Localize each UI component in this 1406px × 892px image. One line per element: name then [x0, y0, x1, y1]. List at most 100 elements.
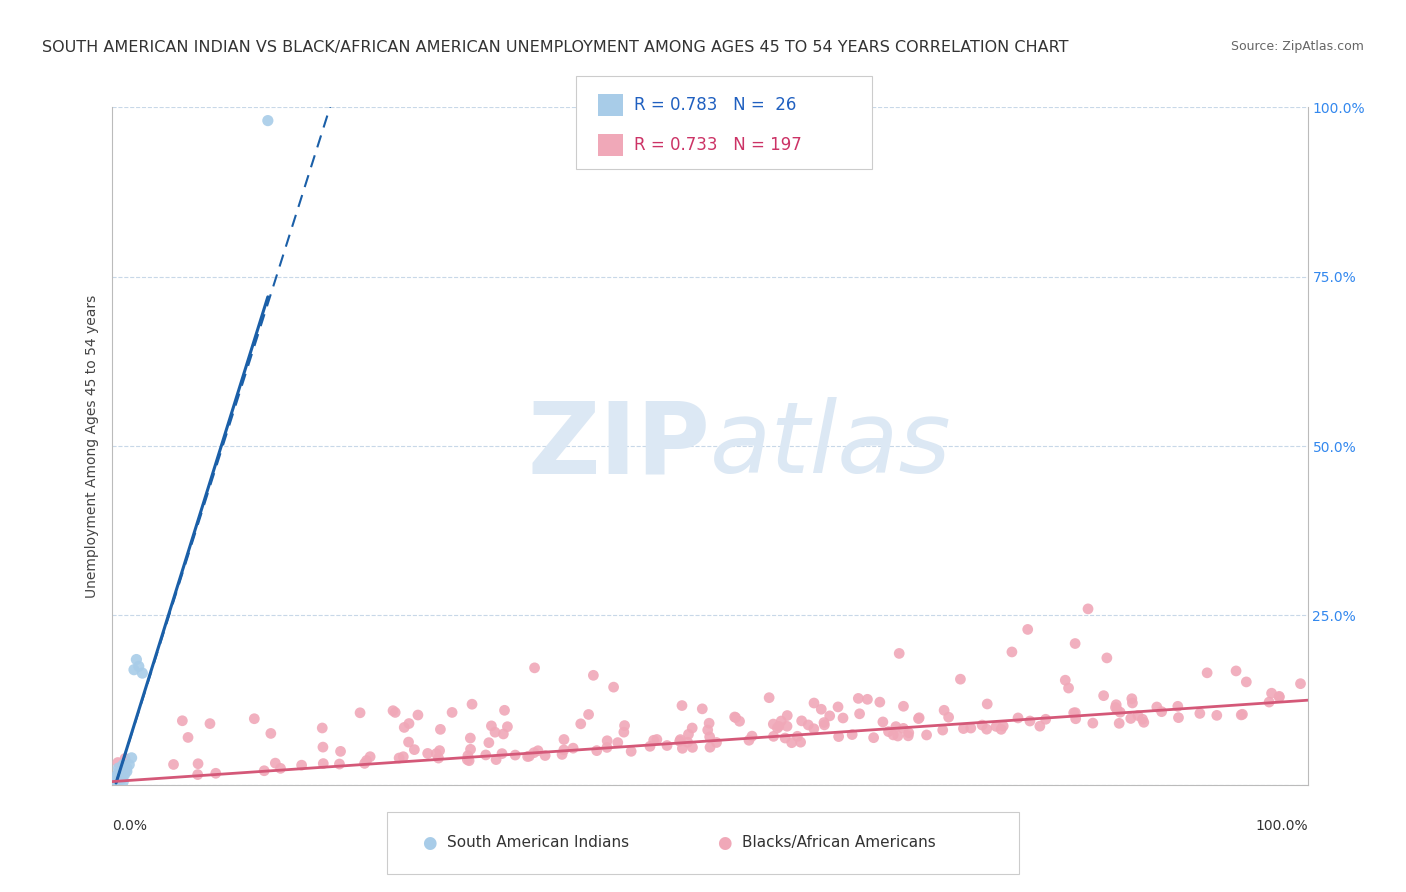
- Point: [877, 724, 900, 739]
- Point: [602, 680, 624, 694]
- Text: ●: ●: [422, 834, 436, 852]
- Point: [131, 666, 153, 681]
- Point: [110, 770, 132, 784]
- Point: [108, 772, 131, 787]
- Point: [582, 668, 605, 682]
- Point: [1105, 698, 1128, 712]
- Point: [107, 765, 129, 780]
- Point: [491, 747, 513, 761]
- Point: [187, 756, 209, 771]
- Point: [458, 754, 481, 768]
- Point: [115, 761, 138, 775]
- Text: ZIP: ZIP: [527, 398, 710, 494]
- Point: [1260, 686, 1282, 700]
- Point: [1109, 705, 1132, 719]
- Point: [1234, 674, 1257, 689]
- Point: [328, 757, 350, 772]
- Point: [429, 723, 451, 737]
- Point: [578, 707, 600, 722]
- Point: [813, 715, 835, 730]
- Point: [932, 703, 955, 717]
- Point: [125, 652, 148, 666]
- Point: [105, 768, 128, 782]
- Point: [441, 706, 464, 720]
- Point: [516, 749, 538, 764]
- Point: [243, 712, 266, 726]
- Point: [204, 766, 226, 780]
- Point: [121, 751, 143, 765]
- Point: [789, 735, 811, 749]
- Point: [1188, 706, 1211, 721]
- Point: [494, 703, 516, 717]
- Point: [107, 773, 129, 788]
- Point: [461, 697, 484, 711]
- Point: [111, 771, 134, 785]
- Point: [484, 725, 506, 739]
- Point: [976, 697, 998, 711]
- Point: [1019, 714, 1042, 728]
- Point: [724, 710, 747, 724]
- Point: [416, 747, 439, 761]
- Point: [359, 749, 381, 764]
- Point: [690, 702, 713, 716]
- Point: [773, 731, 796, 745]
- Point: [776, 719, 799, 733]
- Point: [114, 751, 136, 765]
- Point: [893, 722, 915, 736]
- Point: [1121, 691, 1143, 706]
- Point: [492, 727, 515, 741]
- Point: [596, 740, 619, 755]
- Point: [671, 698, 693, 713]
- Point: [1001, 645, 1024, 659]
- Point: [681, 721, 703, 735]
- Text: ●: ●: [717, 834, 731, 852]
- Point: [1104, 700, 1126, 714]
- Point: [478, 736, 501, 750]
- Point: [972, 718, 994, 732]
- Point: [257, 113, 280, 128]
- Point: [1035, 712, 1057, 726]
- Point: [427, 751, 450, 765]
- Point: [770, 714, 793, 728]
- Point: [1064, 636, 1087, 650]
- Text: Source: ZipAtlas.com: Source: ZipAtlas.com: [1230, 40, 1364, 54]
- Point: [766, 721, 789, 735]
- Point: [856, 692, 879, 706]
- Point: [915, 728, 938, 742]
- Point: [107, 761, 129, 775]
- Point: [976, 722, 998, 736]
- Point: [112, 774, 135, 789]
- Point: [1007, 711, 1029, 725]
- Point: [329, 744, 352, 758]
- Point: [1205, 708, 1227, 723]
- Point: [384, 706, 406, 720]
- Point: [832, 711, 855, 725]
- Point: [1092, 689, 1115, 703]
- Point: [394, 720, 416, 734]
- Point: [114, 763, 135, 777]
- Point: [882, 728, 904, 742]
- Point: [460, 742, 482, 756]
- Point: [111, 765, 134, 780]
- Point: [1054, 673, 1077, 688]
- Point: [596, 733, 619, 747]
- Point: [481, 719, 503, 733]
- Point: [107, 770, 129, 784]
- Point: [128, 659, 150, 673]
- Point: [260, 726, 283, 740]
- Point: [1197, 665, 1219, 680]
- Point: [353, 756, 375, 771]
- Point: [1167, 699, 1189, 714]
- Point: [786, 729, 808, 743]
- Point: [645, 732, 668, 747]
- Point: [496, 720, 519, 734]
- Point: [1017, 623, 1039, 637]
- Point: [312, 740, 335, 755]
- Point: [699, 730, 721, 744]
- Point: [1108, 716, 1130, 731]
- Point: [356, 754, 378, 768]
- Point: [1258, 695, 1281, 709]
- Point: [112, 757, 135, 772]
- Point: [114, 768, 135, 782]
- Point: [613, 725, 636, 739]
